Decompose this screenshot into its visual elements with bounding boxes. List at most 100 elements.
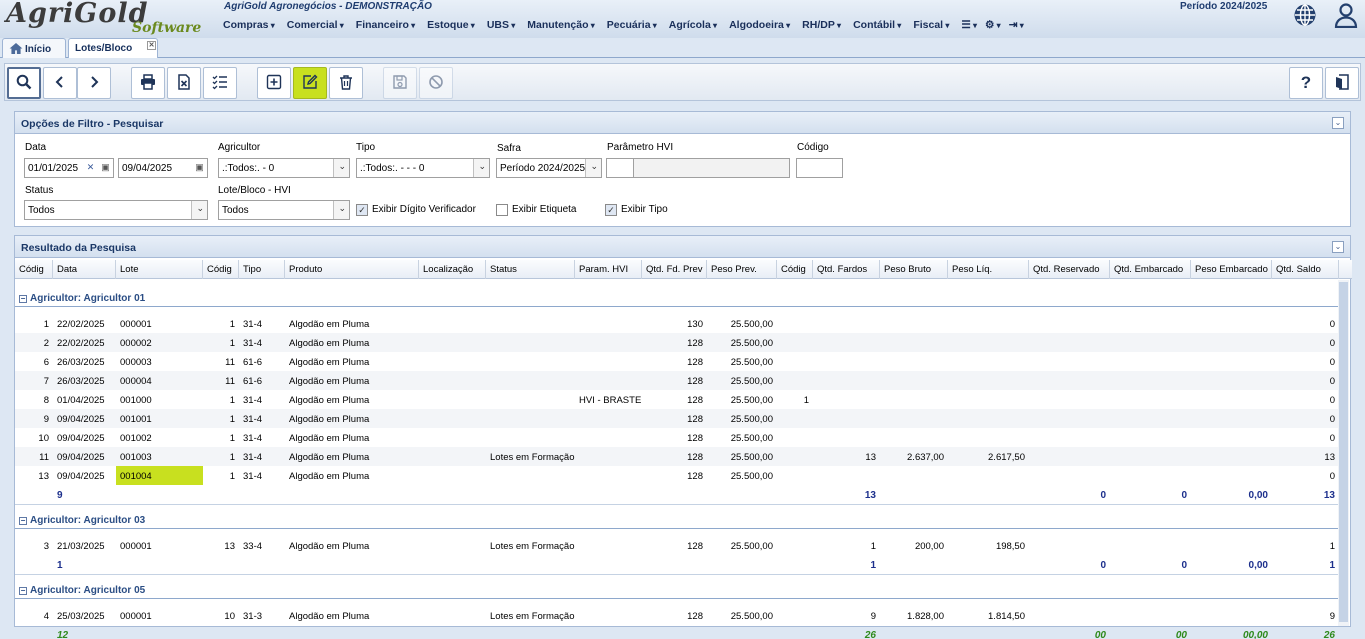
collapse-icon[interactable]: ⌄ bbox=[1332, 117, 1344, 129]
column-header[interactable]: Qtd. Fd. Prev bbox=[642, 260, 707, 279]
collapse-group-icon[interactable]: − bbox=[19, 294, 27, 303]
column-header[interactable]: Lote bbox=[116, 260, 203, 279]
column-header[interactable]: Produto bbox=[285, 260, 419, 279]
exit-button[interactable] bbox=[1325, 67, 1359, 99]
column-header[interactable]: Qtd. Embarcado bbox=[1110, 260, 1191, 279]
table-cell: Algodão em Pluma bbox=[289, 611, 370, 622]
table-row[interactable]: 8 01/04/2025 001000 1 31-4 Algodão em Pluma HV… bbox=[15, 390, 1339, 409]
status-select[interactable]: Todos ⌄ bbox=[24, 200, 208, 220]
menu-item-5[interactable]: Manutenção bbox=[527, 19, 595, 33]
safra-select[interactable]: Período 2024/2025 ⌄ bbox=[496, 158, 602, 178]
add-button[interactable] bbox=[257, 67, 291, 99]
table-cell bbox=[486, 333, 575, 352]
calendar-icon[interactable]: ▣ bbox=[195, 162, 204, 172]
excel-export-button[interactable] bbox=[167, 67, 201, 99]
table-row[interactable]: 4 25/03/2025 000001 10 31-3 Algodão em Pluma L… bbox=[15, 606, 1339, 625]
save-button[interactable] bbox=[383, 67, 417, 99]
next-button[interactable] bbox=[77, 67, 111, 99]
menu-item-9[interactable]: RH/DP bbox=[802, 19, 841, 33]
table-cell: 0 bbox=[1329, 433, 1335, 444]
menu-item-8[interactable]: Algodoeira bbox=[729, 19, 790, 33]
vertical-scrollbar[interactable] bbox=[1338, 280, 1349, 626]
table-row[interactable]: 6 26/03/2025 000003 11 61-6 Algodão em Pluma 1… bbox=[15, 352, 1339, 371]
table-cell bbox=[1029, 314, 1110, 333]
menu-item-7[interactable]: Agrícola bbox=[669, 19, 717, 33]
chevron-down-icon: ⌄ bbox=[196, 203, 204, 213]
column-header[interactable]: Qtd. Saldo bbox=[1272, 260, 1339, 279]
data-inicio-input[interactable]: 01/01/2025 bbox=[24, 158, 114, 178]
table-row[interactable]: 2 22/02/2025 000002 1 31-4 Algodão em Pluma 12… bbox=[15, 333, 1339, 352]
edit-button[interactable] bbox=[293, 67, 327, 99]
column-header[interactable]: Peso Bruto bbox=[880, 260, 948, 279]
table-row[interactable]: 3 21/03/2025 000001 13 33-4 Algodão em Pluma L… bbox=[15, 536, 1339, 555]
menu-item-10[interactable]: Contábil bbox=[853, 19, 901, 33]
table-row[interactable]: 11 09/04/2025 001003 1 31-4 Algodão em Pluma L… bbox=[15, 447, 1339, 466]
tab-lotes-bloco[interactable]: Lotes/Bloco ✕ bbox=[68, 38, 158, 58]
printer-icon bbox=[140, 73, 156, 93]
delete-button[interactable] bbox=[329, 67, 363, 99]
search-button[interactable] bbox=[7, 67, 41, 99]
tipo-select[interactable]: .:Todos:. - - - 0 ⌄ bbox=[356, 158, 490, 178]
table-row[interactable]: 13 09/04/2025 001004 1 31-4 Algodão em Pluma 1… bbox=[15, 466, 1339, 485]
logout-icon[interactable]: ⇥ bbox=[1009, 19, 1024, 33]
column-header[interactable]: Códig bbox=[777, 260, 813, 279]
table-row[interactable]: 1 22/02/2025 000001 1 31-4 Algodão em Pluma 13… bbox=[15, 314, 1339, 333]
menu-item-11[interactable]: Fiscal bbox=[913, 19, 949, 33]
menu-item-3[interactable]: Estoque bbox=[427, 19, 475, 33]
menu-list-icon[interactable]: ☰ bbox=[961, 19, 977, 33]
column-header[interactable]: Peso Líq. bbox=[948, 260, 1029, 279]
cancel-button[interactable] bbox=[419, 67, 453, 99]
data-fim-input[interactable]: 09/04/2025 bbox=[118, 158, 208, 178]
exibir-digito-checkbox[interactable]: ✓ bbox=[356, 204, 368, 216]
column-header[interactable]: Status bbox=[486, 260, 575, 279]
column-header[interactable]: Qtd. Fardos bbox=[813, 260, 880, 279]
globe-icon[interactable] bbox=[1293, 3, 1317, 27]
lote-hvi-select[interactable]: Todos ⌄ bbox=[218, 200, 350, 220]
column-header[interactable]: Códig bbox=[203, 260, 239, 279]
close-tab-icon[interactable]: ✕ bbox=[147, 41, 156, 50]
table-row[interactable]: 10 09/04/2025 001002 1 31-4 Algodão em Pluma 1… bbox=[15, 428, 1339, 447]
column-header[interactable]: Param. HVI bbox=[575, 260, 642, 279]
group-header[interactable]: − Agricultor: Agricultor 05 bbox=[15, 581, 1339, 599]
table-cell: 128 bbox=[687, 541, 703, 552]
menu-item-4[interactable]: UBS bbox=[487, 19, 515, 33]
user-icon[interactable] bbox=[1334, 2, 1358, 29]
column-header[interactable]: Peso Prev. bbox=[707, 260, 777, 279]
group-header[interactable]: − Agricultor: Agricultor 03 bbox=[15, 511, 1339, 529]
result-panel-title: Resultado da Pesquisa bbox=[15, 236, 1350, 258]
column-header[interactable]: Data bbox=[53, 260, 116, 279]
calendar-icon[interactable]: ▣ bbox=[101, 162, 110, 172]
clear-date-icon[interactable]: ✕ bbox=[86, 162, 95, 172]
agricultor-select[interactable]: .:Todos:. - 0 ⌄ bbox=[218, 158, 350, 178]
tab-inicio[interactable]: Início bbox=[2, 38, 66, 58]
table-row[interactable]: 7 26/03/2025 000004 11 61-6 Algodão em Pluma 1… bbox=[15, 371, 1339, 390]
menu-item-1[interactable]: Comercial bbox=[287, 19, 344, 33]
previous-button[interactable] bbox=[43, 67, 77, 99]
collapse-icon[interactable]: ⌄ bbox=[1332, 241, 1344, 253]
checklist-button[interactable] bbox=[203, 67, 237, 99]
collapse-group-icon[interactable]: − bbox=[19, 516, 27, 525]
menu-item-0[interactable]: Compras bbox=[223, 19, 275, 33]
column-header[interactable]: Qtd. Reservado bbox=[1029, 260, 1110, 279]
menu-item-2[interactable]: Financeiro bbox=[356, 19, 415, 33]
column-header[interactable]: Localização bbox=[419, 260, 486, 279]
exibir-etiqueta-checkbox[interactable] bbox=[496, 204, 508, 216]
collapse-group-icon[interactable]: − bbox=[19, 586, 27, 595]
codigo-input[interactable] bbox=[796, 158, 843, 178]
settings-gear-icon[interactable]: ⚙ bbox=[985, 19, 1001, 33]
column-header[interactable]: Tipo bbox=[239, 260, 285, 279]
group-header[interactable]: − Agricultor: Agricultor 01 bbox=[15, 289, 1339, 307]
help-button[interactable]: ? bbox=[1289, 67, 1323, 99]
print-button[interactable] bbox=[131, 67, 165, 99]
exibir-tipo-checkbox[interactable]: ✓ bbox=[605, 204, 617, 216]
table-cell bbox=[575, 447, 642, 466]
table-cell: 1 bbox=[229, 414, 235, 425]
table-cell bbox=[486, 466, 575, 485]
table-cell bbox=[1110, 333, 1191, 352]
menu-item-6[interactable]: Pecuária bbox=[607, 19, 657, 33]
table-row[interactable]: 9 09/04/2025 001001 1 31-4 Algodão em Pluma 12… bbox=[15, 409, 1339, 428]
column-header[interactable]: Peso Embarcado bbox=[1191, 260, 1272, 279]
scrollbar-thumb[interactable] bbox=[1339, 282, 1348, 622]
column-header[interactable]: Códig bbox=[15, 260, 53, 279]
hvi-code-input[interactable] bbox=[606, 158, 634, 178]
